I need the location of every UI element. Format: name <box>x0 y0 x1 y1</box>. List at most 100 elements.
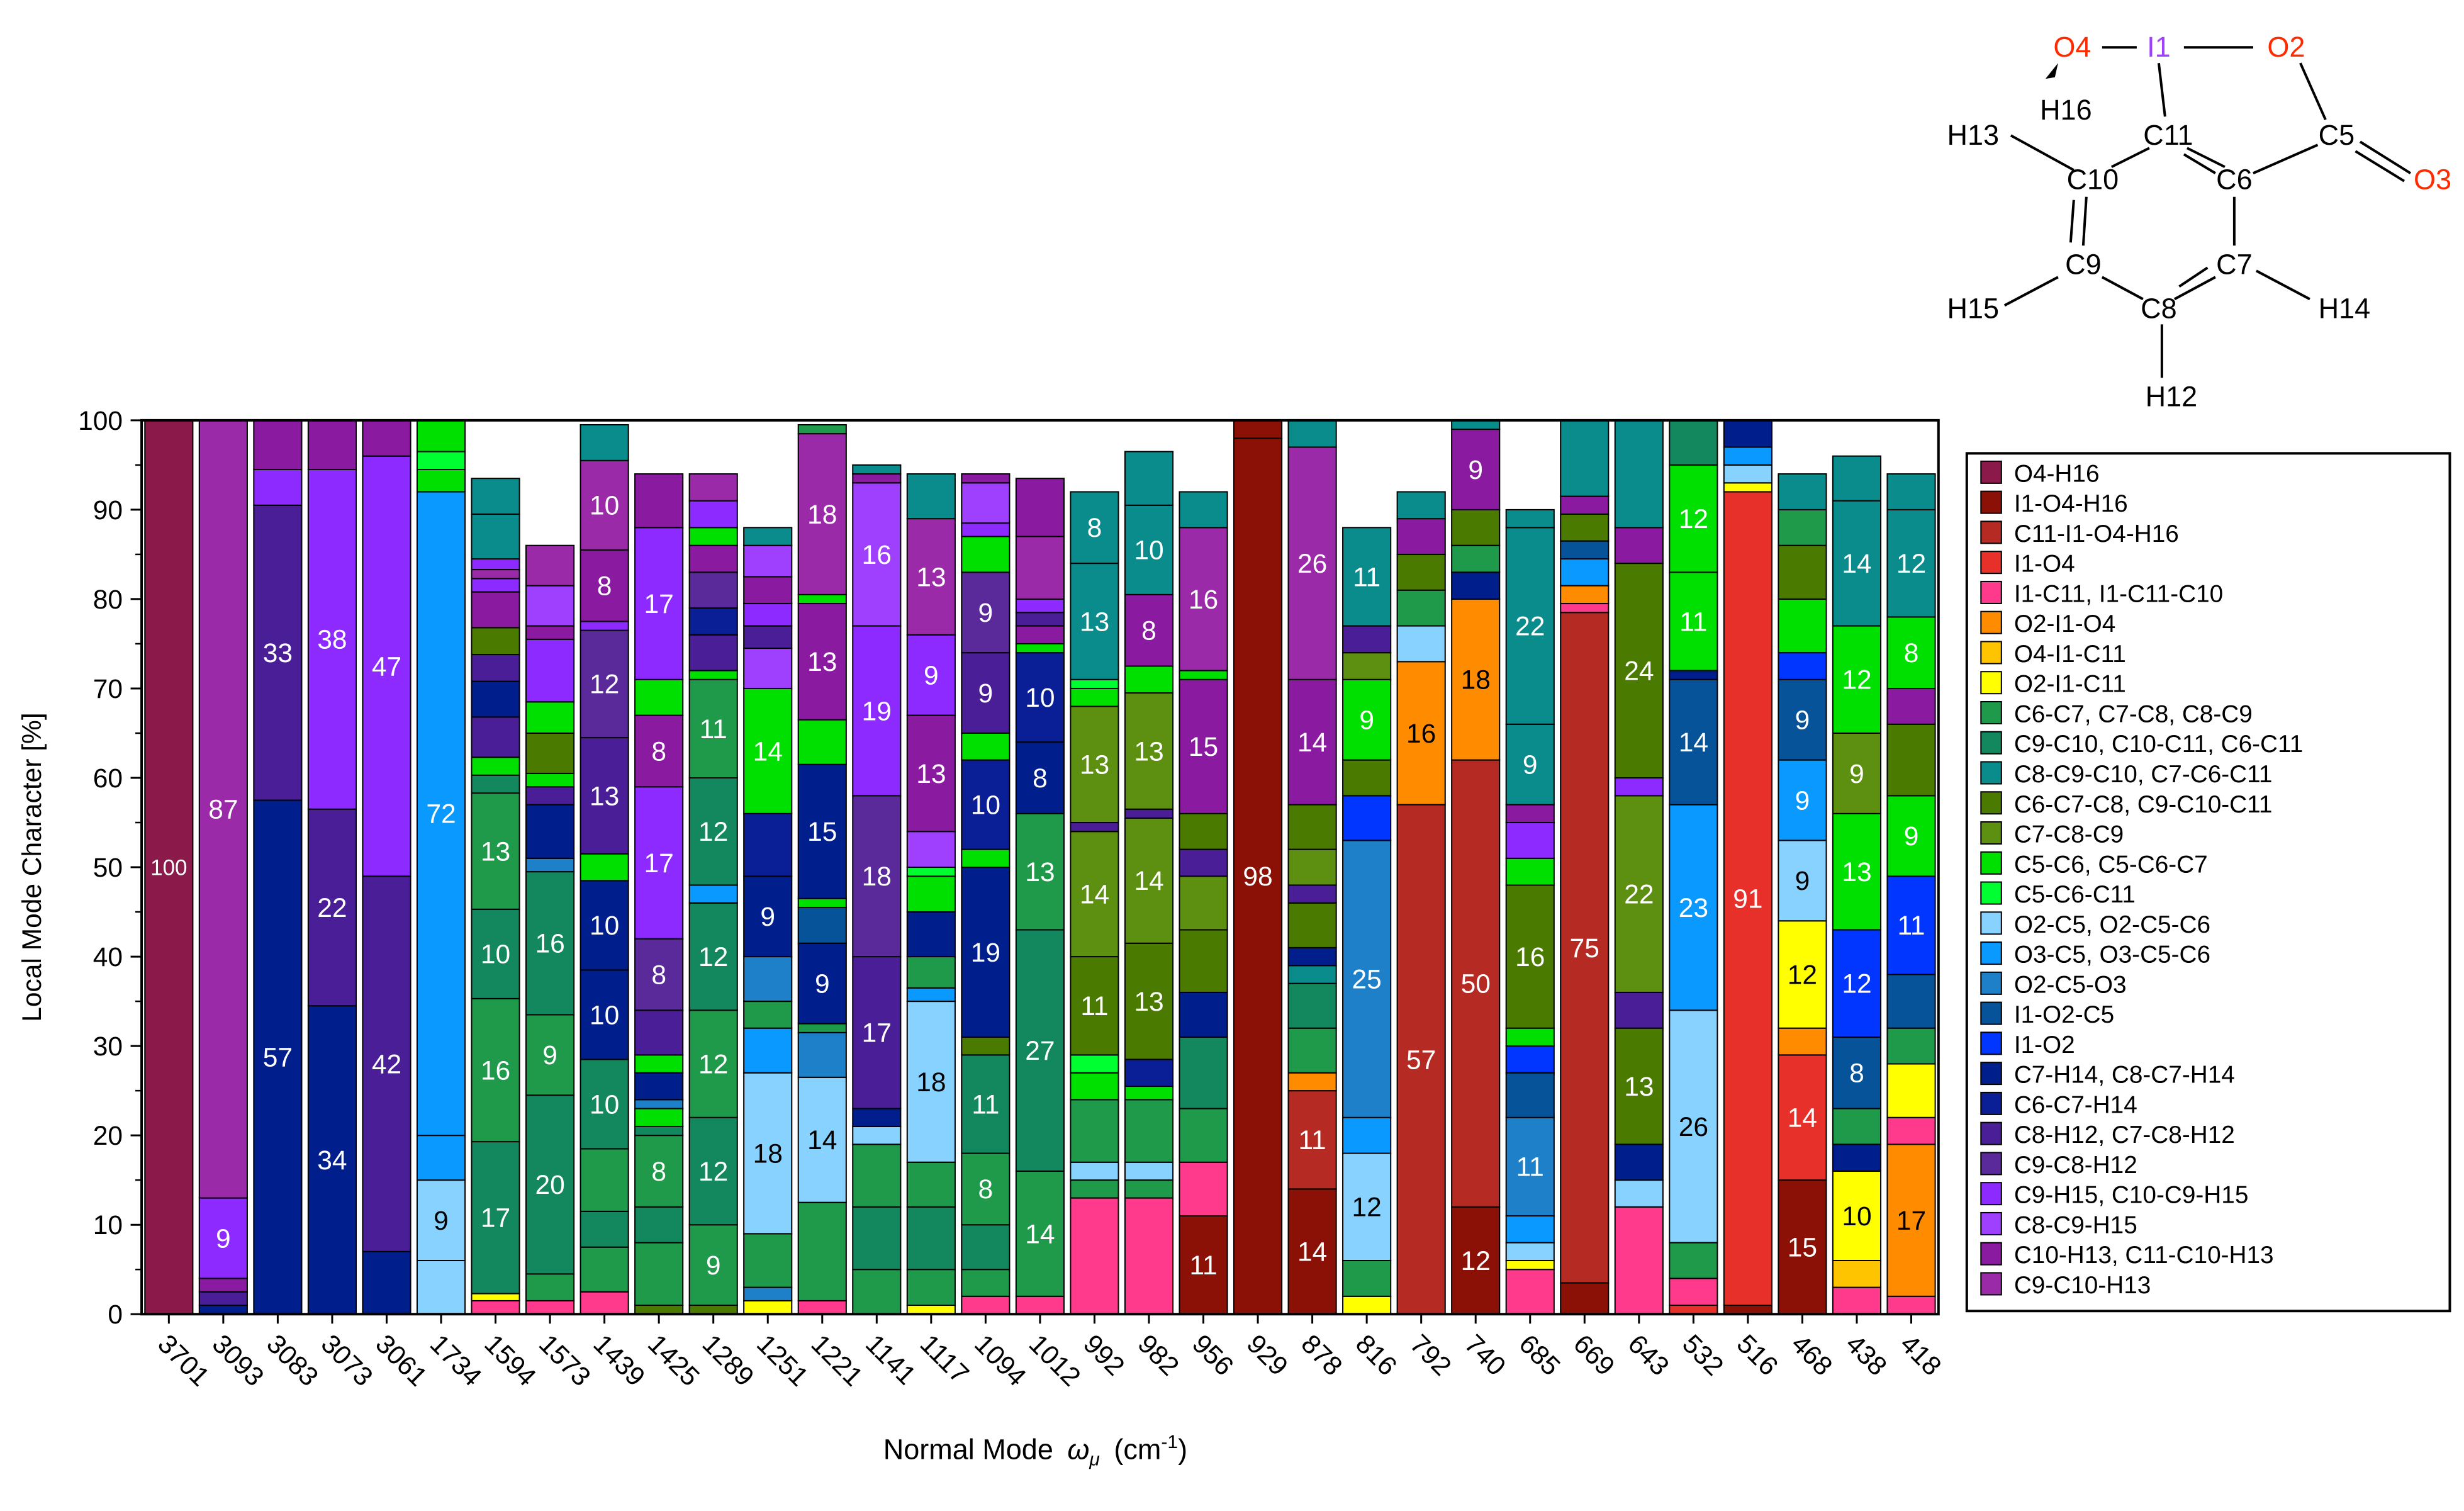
bar-segment-982-2 <box>1124 1161 1174 1181</box>
bar-segment-438-1 <box>1832 1260 1882 1288</box>
bar-segment-992-4 <box>1070 1072 1119 1101</box>
bar-segment-1594-3 <box>471 997 520 1143</box>
segment-label-1221-2: 14 <box>807 1126 837 1155</box>
segment-label-1289-2: 12 <box>698 1157 728 1187</box>
atom-C7: C7 <box>2216 248 2253 280</box>
segment-label-1289-6: 12 <box>698 817 728 847</box>
bar-segment-468-5 <box>1778 759 1827 841</box>
segment-label-1221-10: 13 <box>807 648 837 677</box>
segment-label-792-0: 57 <box>1406 1045 1436 1075</box>
legend-swatch-14 <box>1980 881 2002 905</box>
segment-label-982-11: 8 <box>1141 617 1156 646</box>
segment-label-438-9: 12 <box>1842 666 1871 695</box>
atom-labels: O4 I1 O2 H16 C11 C5 H13 C10 C6 O3 C9 C7 H15 C8 H14 H12 <box>1947 31 2451 412</box>
bar-segment-438-4 <box>1832 1108 1882 1145</box>
segment-label-1094-4: 11 <box>972 1090 999 1120</box>
segment-label-816-2: 12 <box>1352 1193 1382 1223</box>
bar-segment-878-11 <box>1287 678 1337 806</box>
bar-segment-1094-6 <box>961 867 1011 1038</box>
bar-segment-816-7 <box>1342 678 1392 761</box>
bar-segment-1141-0 <box>852 1269 902 1315</box>
bar-segment-1012-6 <box>1015 643 1065 654</box>
bar-segment-1117-11 <box>906 714 956 833</box>
bar-segment-1117-13 <box>906 518 956 636</box>
bar-segment-1289-10 <box>688 607 738 636</box>
x-tick-label-3093: 3093 <box>206 1329 269 1392</box>
bar-segment-878-6 <box>1287 946 1337 967</box>
bar-segment-418-11 <box>1886 508 1936 618</box>
bar-segment-982-4 <box>1124 1086 1174 1101</box>
bar-segment-740-3 <box>1451 571 1501 600</box>
x-tick-label-792: 792 <box>1404 1329 1457 1381</box>
bar-segment-3093-0 <box>198 1305 248 1315</box>
segment-label-878-11: 14 <box>1297 728 1327 758</box>
bar-segment-956-1 <box>1179 1161 1228 1216</box>
bar-segment-438-3 <box>1832 1143 1882 1172</box>
bar-segment-816-8 <box>1342 652 1392 680</box>
bar-segment-1012-9 <box>1015 598 1065 614</box>
bar-segment-685-11 <box>1505 804 1555 824</box>
atom-H16: H16 <box>2040 94 2092 126</box>
x-tick-label-1573: 1573 <box>533 1329 596 1392</box>
y-tick-label-40: 40 <box>93 943 123 972</box>
bar-segment-1117-5 <box>906 987 956 1003</box>
bar-segment-1251-8 <box>743 812 793 877</box>
bar-segment-1221-6 <box>797 906 847 944</box>
bar-segment-685-10 <box>1505 822 1555 859</box>
bar-segment-532-3 <box>1669 1009 1718 1244</box>
bar-segment-1425-8 <box>634 1054 684 1074</box>
bar-segment-1221-2 <box>797 1076 847 1203</box>
bar-segment-685-9 <box>1505 857 1555 886</box>
segment-label-438-7: 13 <box>1842 858 1871 887</box>
bar-segment-468-11 <box>1778 473 1827 510</box>
bar-segment-438-11 <box>1832 455 1882 502</box>
segment-label-1094-3: 8 <box>978 1175 994 1205</box>
bar-segment-1573-14 <box>525 544 575 587</box>
bar-segment-1425-2 <box>634 1206 684 1244</box>
legend-swatch-6 <box>1980 641 2002 665</box>
legend-swatch-13 <box>1980 851 2002 875</box>
segment-label-1012-4: 8 <box>1033 764 1048 794</box>
bar-segment-1734-5 <box>416 451 466 470</box>
bar-segment-438-2 <box>1832 1170 1882 1262</box>
bar-segment-3083-2 <box>253 468 303 506</box>
segment-label-1425-14: 17 <box>644 590 674 619</box>
bar-segment-1425-1 <box>634 1242 684 1306</box>
bar-segment-468-0 <box>1778 1179 1827 1315</box>
segment-label-1094-10: 9 <box>978 679 994 709</box>
segment-label-685-4: 11 <box>1516 1153 1544 1182</box>
bar-segment-878-12 <box>1287 446 1337 680</box>
segment-label-438-2: 10 <box>1842 1202 1871 1232</box>
segment-label-878-1: 11 <box>1299 1126 1326 1155</box>
legend-label-7: O2-I1-C11 <box>2014 671 2126 698</box>
bar-segment-878-9 <box>1287 848 1337 886</box>
segment-label-956-9: 15 <box>1189 733 1218 762</box>
segment-label-1094-6: 19 <box>971 938 1000 968</box>
segment-label-669-1: 75 <box>1570 934 1599 963</box>
bar-segment-1117-4 <box>906 1001 956 1163</box>
x-tick-label-3701: 3701 <box>152 1329 215 1392</box>
bar-segment-438-10 <box>1832 500 1882 627</box>
x-tick-label-1221: 1221 <box>805 1329 868 1392</box>
bar-segment-516-0 <box>1723 1305 1772 1315</box>
segment-label-816-4: 25 <box>1352 965 1382 994</box>
bar-segment-792-3 <box>1396 589 1446 627</box>
bar-segment-685-8 <box>1505 884 1555 1029</box>
bar-segment-685-13 <box>1505 527 1555 725</box>
bar-segment-816-9 <box>1342 625 1392 654</box>
bar-segment-1289-6 <box>688 777 738 886</box>
bar-segment-1573-13 <box>525 585 575 627</box>
bar-segment-3093-3 <box>198 1197 248 1279</box>
bar-segment-1141-9 <box>852 473 902 484</box>
segment-label-1439-5: 10 <box>590 1001 619 1030</box>
bar-segment-1289-9 <box>688 634 738 671</box>
bar-segment-816-4 <box>1342 840 1392 1118</box>
bar-segment-1094-10 <box>961 652 1011 734</box>
segment-label-1117-4: 18 <box>916 1068 946 1098</box>
bar-segment-1117-14 <box>906 473 956 520</box>
bar-segment-1251-14 <box>743 544 793 578</box>
bar-segment-1594-7 <box>471 756 520 776</box>
bar-segment-1221-1 <box>797 1201 847 1301</box>
bar-segment-1251-3 <box>743 1072 793 1235</box>
bar-segment-1117-9 <box>906 867 956 877</box>
